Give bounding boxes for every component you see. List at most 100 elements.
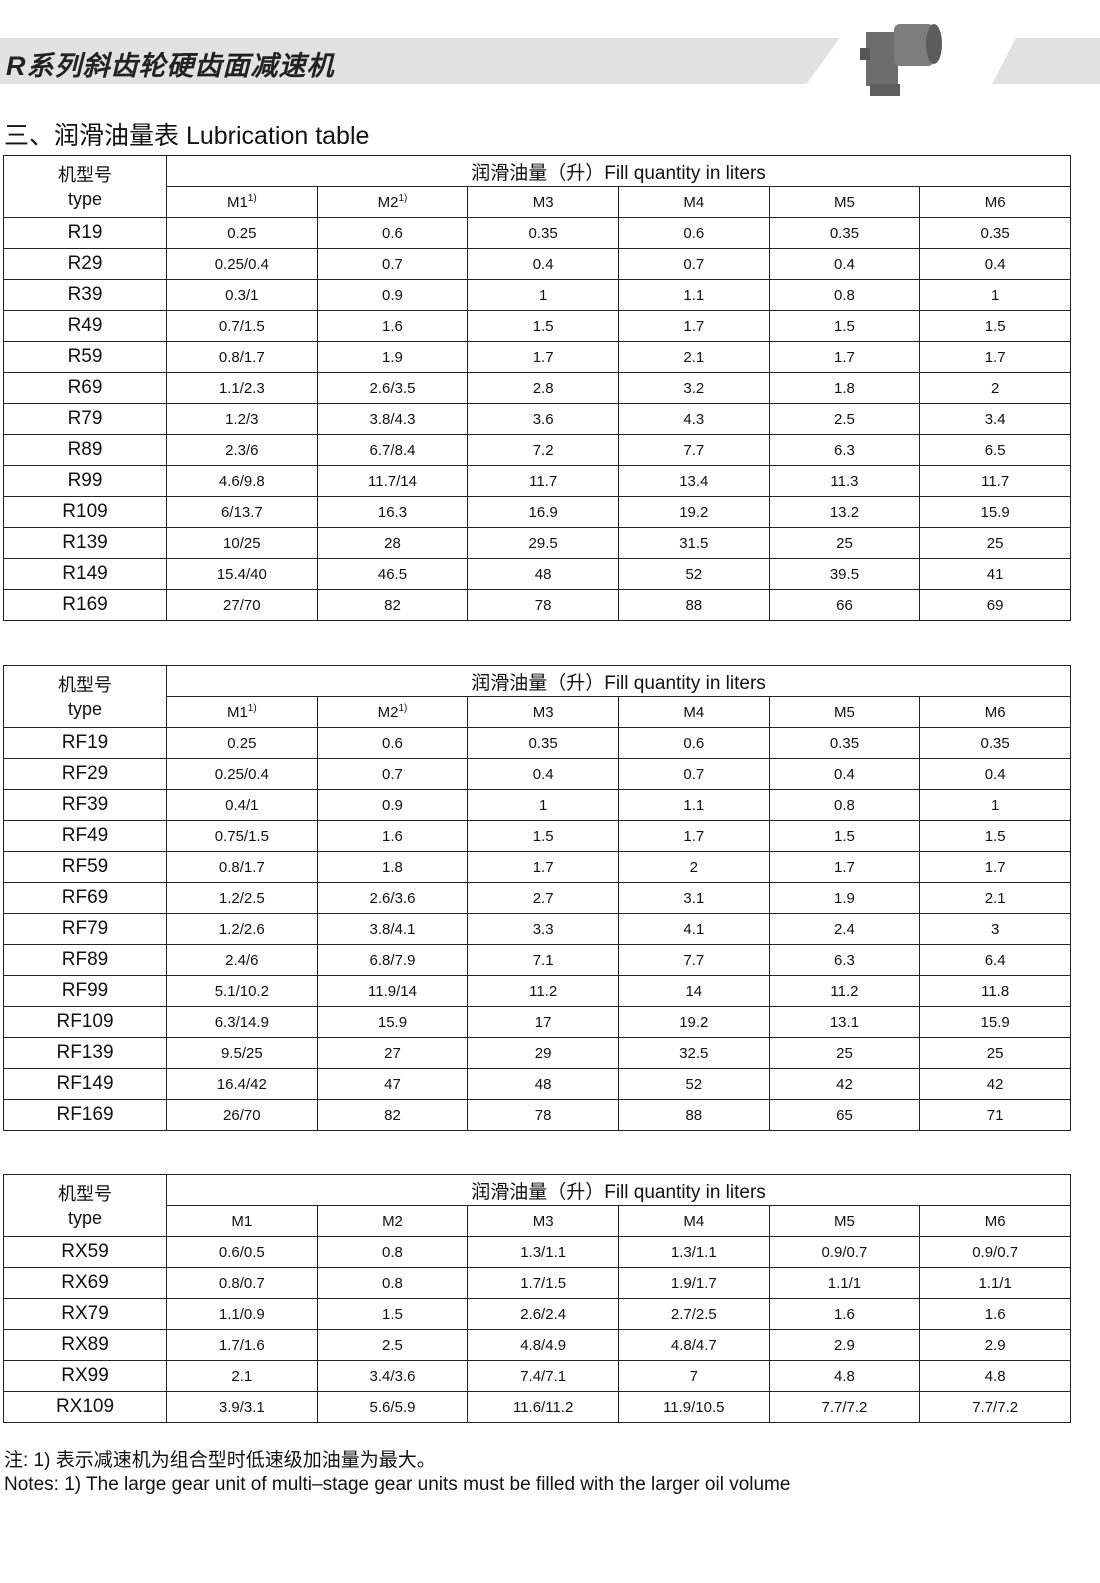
fill-value-cell: 0.4 [467, 248, 619, 280]
table-row: RF29 0.25/0.4 0.7 0.4 0.7 0.4 0.4 [3, 758, 1071, 790]
fill-value-cell: 10/25 [166, 527, 318, 559]
model-cell: R39 [3, 279, 167, 311]
fill-value-cell: 78 [467, 1099, 619, 1131]
fill-value-cell: 6/13.7 [166, 496, 318, 528]
fill-value-cell: 11.9/10.5 [617, 1391, 770, 1423]
model-cell: R149 [3, 558, 167, 590]
fill-value-cell: 4.3 [617, 403, 770, 435]
fill-value-cell: 1.7 [467, 341, 619, 373]
type-label-cn: 机型号 [58, 674, 112, 695]
fill-value-cell: 3 [919, 913, 1071, 945]
fill-value-cell: 0.9/0.7 [768, 1236, 921, 1268]
fill-value-cell: 6.3 [768, 434, 921, 466]
column-label: M3 [532, 1212, 554, 1230]
model-cell: RF99 [3, 975, 167, 1007]
fill-value-cell: 7.2 [467, 434, 619, 466]
note-en: Notes: 1) The large gear unit of multi–s… [4, 1474, 791, 1495]
model-cell: RX99 [3, 1360, 167, 1392]
column-label: M2 [377, 704, 399, 721]
fill-value-cell: 46.5 [316, 558, 469, 590]
fill-value-cell: 1.5 [467, 310, 619, 342]
table-row: R29 0.25/0.4 0.7 0.4 0.7 0.4 0.4 [3, 248, 1071, 280]
fill-value-cell: 78 [467, 589, 619, 621]
model-cell: R29 [3, 248, 167, 280]
fill-quantity-header: 润滑油量（升）Fill quantity in liters [166, 665, 1071, 697]
fill-value-cell: 65 [768, 1099, 921, 1131]
table-row: RF149 16.4/42 47 48 52 42 42 [3, 1068, 1071, 1100]
model-cell: RF139 [3, 1037, 167, 1069]
fill-value-cell: 3.6 [467, 403, 619, 435]
column-label: M5 [834, 193, 855, 211]
fill-value-cell: 19.2 [617, 1006, 770, 1038]
fill-value-cell: 25 [768, 527, 921, 559]
model-cell: R79 [3, 403, 167, 435]
table-row: R69 1.1/2.3 2.6/3.5 2.8 3.2 1.8 2 [3, 372, 1071, 404]
header-row: 机型号 type 润滑油量（升）Fill quantity in liters [3, 155, 1071, 218]
fill-value-cell: 29 [467, 1037, 619, 1069]
model-cell: RF69 [3, 882, 167, 914]
model-cell: R69 [3, 372, 167, 404]
fill-value-cell: 2.6/2.4 [467, 1298, 619, 1330]
fill-value-cell: 7.7/7.2 [768, 1391, 921, 1423]
fill-value-cell: 1.1 [617, 789, 770, 821]
table-row: R49 0.7/1.5 1.6 1.5 1.7 1.5 1.5 [3, 310, 1071, 342]
fill-value-cell: 15.9 [919, 1006, 1071, 1038]
mounting-position-row: M11) M21) M3 M4 M5 M6 [4, 696, 1071, 728]
fill-value-cell: 1.5 [768, 310, 921, 342]
fill-value-cell: 71 [919, 1099, 1071, 1131]
model-cell: RF149 [3, 1068, 167, 1100]
fill-value-cell: 25 [919, 1037, 1071, 1069]
model-cell: RX109 [3, 1391, 167, 1423]
fill-value-cell: 0.8/1.7 [166, 851, 318, 883]
fill-value-cell: 1.5 [919, 820, 1071, 852]
model-cell: RF29 [3, 758, 167, 790]
fill-value-cell: 2.9 [919, 1329, 1071, 1361]
fill-value-cell: 0.3/1 [166, 279, 318, 311]
column-header-m5: M5 [768, 696, 921, 728]
fill-value-cell: 1.2/2.5 [166, 882, 318, 914]
footnote-mark: 1) [247, 193, 257, 204]
fill-value-cell: 0.8/0.7 [166, 1267, 318, 1299]
table-row: RX89 1.7/1.6 2.5 4.8/4.9 4.8/4.7 2.9 2.9 [3, 1329, 1071, 1361]
fill-value-cell: 13.4 [617, 465, 770, 497]
fill-value-cell: 1.2/2.6 [166, 913, 318, 945]
fill-value-cell: 0.9/0.7 [919, 1236, 1071, 1268]
table-row: RX109 3.9/3.1 5.6/5.9 11.6/11.2 11.9/10.5 7.7… [3, 1391, 1071, 1423]
fill-value-cell: 1.7 [617, 310, 770, 342]
fill-value-cell: 0.8 [768, 279, 921, 311]
table-row: RX79 1.1/0.9 1.5 2.6/2.4 2.7/2.5 1.6 1.6 [3, 1298, 1071, 1330]
fill-value-cell: 1.7 [467, 851, 619, 883]
section-title: 三、润滑油量表 Lubrication table [4, 122, 370, 150]
fill-value-cell: 0.35 [768, 727, 921, 759]
table-row: R39 0.3/1 0.9 1 1.1 0.8 1 [3, 279, 1071, 311]
column-label: M2 [377, 194, 399, 211]
column-header-m6: M6 [919, 696, 1071, 728]
fill-value-cell: 3.8/4.1 [316, 913, 469, 945]
fill-value-cell: 11.2 [768, 975, 921, 1007]
type-header: 机型号 type [3, 1174, 167, 1237]
table-row: RF49 0.75/1.5 1.6 1.5 1.7 1.5 1.5 [3, 820, 1071, 852]
fill-value-cell: 1.1/0.9 [166, 1298, 318, 1330]
fill-value-cell: 0.25/0.4 [166, 248, 318, 280]
column-header-m6: M6 [919, 186, 1071, 218]
fill-value-cell: 1.5 [316, 1298, 469, 1330]
column-header-m2: M21) [316, 186, 469, 218]
column-header-m6: M6 [919, 1205, 1071, 1237]
fill-value-cell: 2.7 [467, 882, 619, 914]
fill-value-cell: 2.1 [919, 882, 1071, 914]
model-cell: R89 [3, 434, 167, 466]
model-cell: R49 [3, 310, 167, 342]
fill-value-cell: 0.4 [467, 758, 619, 790]
fill-value-cell: 2.7/2.5 [617, 1298, 770, 1330]
fill-value-cell: 6.8/7.9 [316, 944, 469, 976]
fill-value-cell: 1.7/1.5 [467, 1267, 619, 1299]
column-header-m4: M4 [617, 696, 770, 728]
fill-value-cell: 15.4/40 [166, 558, 318, 590]
fill-value-cell: 4.8/4.7 [617, 1329, 770, 1361]
fill-quantity-header: 润滑油量（升）Fill quantity in liters [166, 155, 1071, 187]
type-label-cn: 机型号 [58, 164, 112, 185]
footnote-mark: 1) [398, 703, 408, 714]
fill-value-cell: 25 [768, 1037, 921, 1069]
fill-value-cell: 41 [919, 558, 1071, 590]
fill-value-cell: 0.9 [316, 789, 469, 821]
